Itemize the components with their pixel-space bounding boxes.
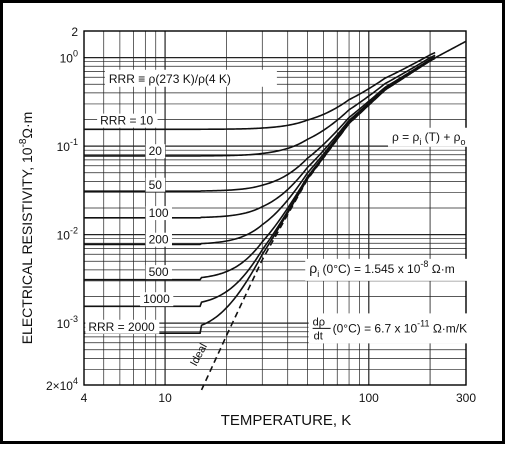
series-label: 200 <box>149 233 169 247</box>
series-label: 500 <box>149 265 169 279</box>
x-tick-label: 100 <box>359 391 379 405</box>
drho-value: (0°C) = 6.7 x 10-11 Ω·m/K <box>333 318 468 335</box>
x-tick-label: 300 <box>456 391 476 405</box>
svg-text:ELECTRICAL RESISTIVITY, 10-8Ω·: ELECTRICAL RESISTIVITY, 10-8Ω·m <box>18 112 35 345</box>
annotation-bg <box>308 313 491 344</box>
annotation-bg <box>305 258 484 281</box>
drho-denominator: dt <box>314 330 323 342</box>
annotations: RRR ≡ ρ(273 K)/ρ(4 K) ρ = ρi (T) + ρo ρi (… <box>104 69 491 344</box>
x-axis-label: TEMPERATURE, K <box>221 412 352 429</box>
drho-numerator: dρ <box>313 316 325 328</box>
series-label-bg <box>145 232 172 247</box>
series-label: 20 <box>149 144 163 158</box>
y-axis-label-unit: Ω·m <box>19 112 35 139</box>
series-line-2 <box>84 56 436 192</box>
series-label: 100 <box>149 206 169 220</box>
y-tick-label: 2×104 <box>46 376 78 393</box>
x-tick-label: 10 <box>158 391 172 405</box>
series-label-bg <box>145 206 172 221</box>
y-tick-label: 10-3 <box>57 314 78 331</box>
series-line-8 <box>200 57 436 391</box>
series-label: RRR = 2000 <box>88 320 155 334</box>
series-label-bg <box>145 144 166 159</box>
series-label-bg <box>85 319 160 334</box>
rho-i-value: ρi (0°C) = 1.545 x 10-8 Ω·m <box>309 259 454 279</box>
y-axis-label: ELECTRICAL RESISTIVITY, 10 <box>19 147 35 344</box>
annotation-bg <box>388 127 481 147</box>
series-label: RRR = 10 <box>100 114 153 128</box>
series-line-1 <box>84 54 436 157</box>
y-tick-label: 2 <box>71 25 78 39</box>
tick-labels: 4 10 100 300 2×104 10-3 10-2 10-1 100 2 <box>46 25 476 405</box>
y-axis-label-group: ELECTRICAL RESISTIVITY, 10-8Ω·m <box>18 112 35 345</box>
series-label-bg <box>140 292 174 307</box>
y-tick-label: 10-1 <box>57 137 78 154</box>
plot-area-border <box>83 30 467 386</box>
series-label: 50 <box>149 178 163 192</box>
rrr-definition: RRR ≡ ρ(273 K)/ρ(4 K) <box>109 72 231 86</box>
y-tick-label: 10-2 <box>57 226 78 243</box>
x-tick-label: 4 <box>81 391 88 405</box>
series-label-bg <box>97 113 158 128</box>
series-line-0 <box>84 51 436 131</box>
series-label-bg <box>145 177 166 192</box>
rho-sum-formula: ρ = ρi (T) + ρo <box>392 130 466 147</box>
annotation-bg <box>104 69 277 87</box>
series-line-tail <box>429 40 467 62</box>
series-label-bg <box>145 265 172 280</box>
y-axis-label-exponent: -8 <box>18 138 29 147</box>
y-tick-label: 100 <box>60 49 78 66</box>
series-label: 1000 <box>143 292 170 306</box>
